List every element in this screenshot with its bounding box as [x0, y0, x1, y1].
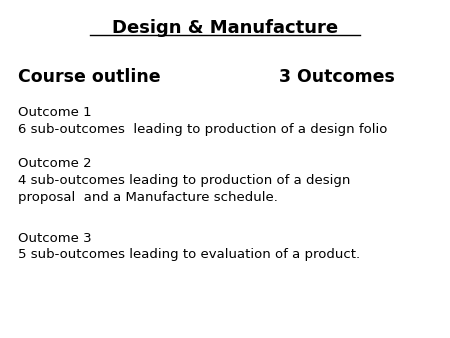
Text: 4 sub-outcomes leading to production of a design: 4 sub-outcomes leading to production of … — [18, 174, 351, 187]
Text: Outcome 1: Outcome 1 — [18, 106, 92, 119]
Text: Outcome 3: Outcome 3 — [18, 232, 92, 244]
Text: Course outline: Course outline — [18, 68, 161, 86]
Text: 6 sub-outcomes  leading to production of a design folio: 6 sub-outcomes leading to production of … — [18, 123, 387, 136]
Text: proposal  and a Manufacture schedule.: proposal and a Manufacture schedule. — [18, 191, 278, 204]
Text: Design & Manufacture: Design & Manufacture — [112, 19, 338, 37]
Text: Outcome 2: Outcome 2 — [18, 157, 92, 170]
Text: 5 sub-outcomes leading to evaluation of a product.: 5 sub-outcomes leading to evaluation of … — [18, 248, 360, 261]
Text: 3 Outcomes: 3 Outcomes — [279, 68, 395, 86]
